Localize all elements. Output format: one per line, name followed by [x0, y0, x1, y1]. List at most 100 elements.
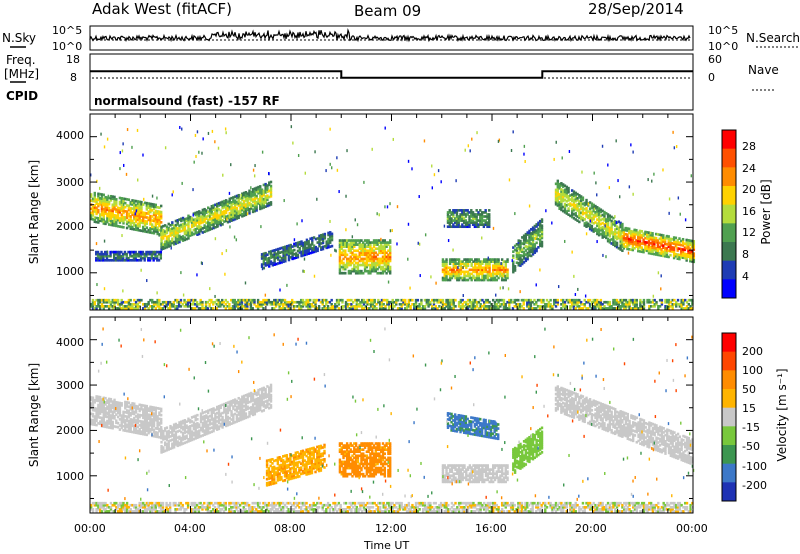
heatmap-cell	[233, 213, 237, 217]
heatmap-cell	[165, 231, 169, 235]
heatmap-cell	[136, 417, 140, 421]
heatmap-cell	[619, 231, 622, 235]
heatmap-cell	[120, 424, 123, 428]
heatmap-cell	[102, 254, 105, 258]
heatmap-cell	[362, 245, 365, 248]
heatmap-cell	[391, 300, 394, 304]
heatmap-cell	[349, 249, 352, 253]
heatmap-cell	[174, 242, 178, 245]
heatmap-cell	[353, 243, 356, 246]
heatmap-cell	[330, 305, 333, 308]
heatmap-cell	[447, 239, 450, 243]
heatmap-cell	[100, 258, 103, 262]
heatmap-cell	[215, 307, 219, 310]
heatmap-cell	[121, 254, 125, 258]
heatmap-cell	[524, 234, 528, 238]
heatmap-cell	[383, 247, 386, 251]
heatmap-cell	[224, 272, 226, 276]
heatmap-cell	[120, 213, 123, 217]
heatmap-cell	[468, 276, 472, 280]
heatmap-cell	[387, 305, 391, 308]
heatmap-cell	[574, 205, 577, 209]
heatmap-cell	[592, 307, 595, 310]
heatmap-cell	[560, 208, 563, 212]
heatmap-cell	[477, 272, 481, 276]
heatmap-cell	[579, 203, 583, 207]
heatmap-cell	[237, 204, 240, 207]
heatmap-cell	[268, 256, 271, 260]
heatmap-cell	[457, 274, 461, 278]
heatmap-cell	[369, 263, 372, 267]
heatmap-cell	[106, 202, 109, 206]
heatmap-cell	[561, 205, 565, 209]
heatmap-cell	[129, 302, 132, 306]
heatmap-cell	[158, 302, 161, 306]
heatmap-cell	[452, 258, 455, 261]
heatmap-cell	[345, 253, 349, 257]
heatmap-cell	[578, 202, 581, 205]
heatmap-cell	[619, 229, 622, 233]
heatmap-cell	[495, 272, 498, 276]
heatmap-cell	[455, 213, 459, 216]
heatmap-cell	[143, 258, 146, 262]
heatmap-cell	[115, 202, 118, 205]
heatmap-cell	[124, 425, 127, 428]
heatmap-cell	[465, 266, 468, 270]
heatmap-cell	[232, 202, 235, 205]
heatmap-cell	[302, 269, 304, 273]
heatmap-cell	[98, 397, 102, 401]
heatmap-cell	[614, 215, 616, 219]
heatmap-cell	[193, 160, 195, 164]
heatmap-cell	[526, 241, 529, 245]
heatmap-cell	[299, 305, 303, 308]
heatmap-cell	[599, 210, 603, 214]
heatmap-cell	[219, 302, 222, 306]
heatmap-cell	[257, 191, 260, 195]
heatmap-cell	[177, 300, 181, 304]
heatmap-cell	[500, 302, 504, 306]
heatmap-cell	[235, 217, 239, 220]
heatmap-cell	[615, 227, 619, 231]
heatmap-cell	[576, 209, 579, 212]
heatmap-cell	[303, 241, 307, 244]
heatmap-cell	[366, 302, 369, 306]
heatmap-cell	[233, 203, 237, 207]
heatmap-cell	[592, 215, 595, 219]
heatmap-cell	[282, 254, 285, 257]
heatmap-cell	[459, 272, 463, 276]
heatmap-cell	[259, 189, 262, 192]
heatmap-cell	[116, 405, 120, 409]
heatmap-cell	[136, 302, 140, 306]
heatmap-cell	[504, 278, 507, 282]
heatmap-cell	[230, 211, 233, 214]
heatmap-cell	[465, 278, 468, 282]
heatmap-cell	[90, 418, 93, 422]
heatmap-cell	[210, 307, 213, 310]
heatmap-cell	[483, 268, 486, 272]
heatmap-cell	[156, 300, 159, 304]
heatmap-cell	[490, 260, 493, 263]
heatmap-cell	[462, 225, 466, 229]
heatmap-cell	[445, 268, 448, 272]
heatmap-cell	[474, 266, 477, 270]
heatmap-cell	[617, 226, 621, 230]
heatmap-cell	[171, 241, 174, 245]
heatmap-cell	[188, 298, 192, 302]
heatmap-cell	[151, 204, 154, 208]
heatmap-cell	[185, 237, 188, 241]
heatmap-cell	[160, 233, 163, 237]
heatmap-cell	[296, 300, 299, 304]
heatmap-cell	[645, 231, 649, 234]
heatmap-cell	[198, 150, 200, 154]
heatmap-cell	[690, 249, 694, 253]
heatmap-cell	[651, 298, 655, 302]
heatmap-cell	[289, 307, 292, 310]
heatmap-cell	[266, 188, 269, 191]
heatmap-cell	[540, 305, 543, 308]
heatmap-cell	[446, 221, 450, 224]
heatmap-cell	[378, 249, 381, 253]
heatmap-cell	[180, 223, 183, 227]
heatmap-cell	[538, 305, 542, 308]
heatmap-cell	[637, 237, 640, 241]
heatmap-cell	[455, 223, 459, 226]
